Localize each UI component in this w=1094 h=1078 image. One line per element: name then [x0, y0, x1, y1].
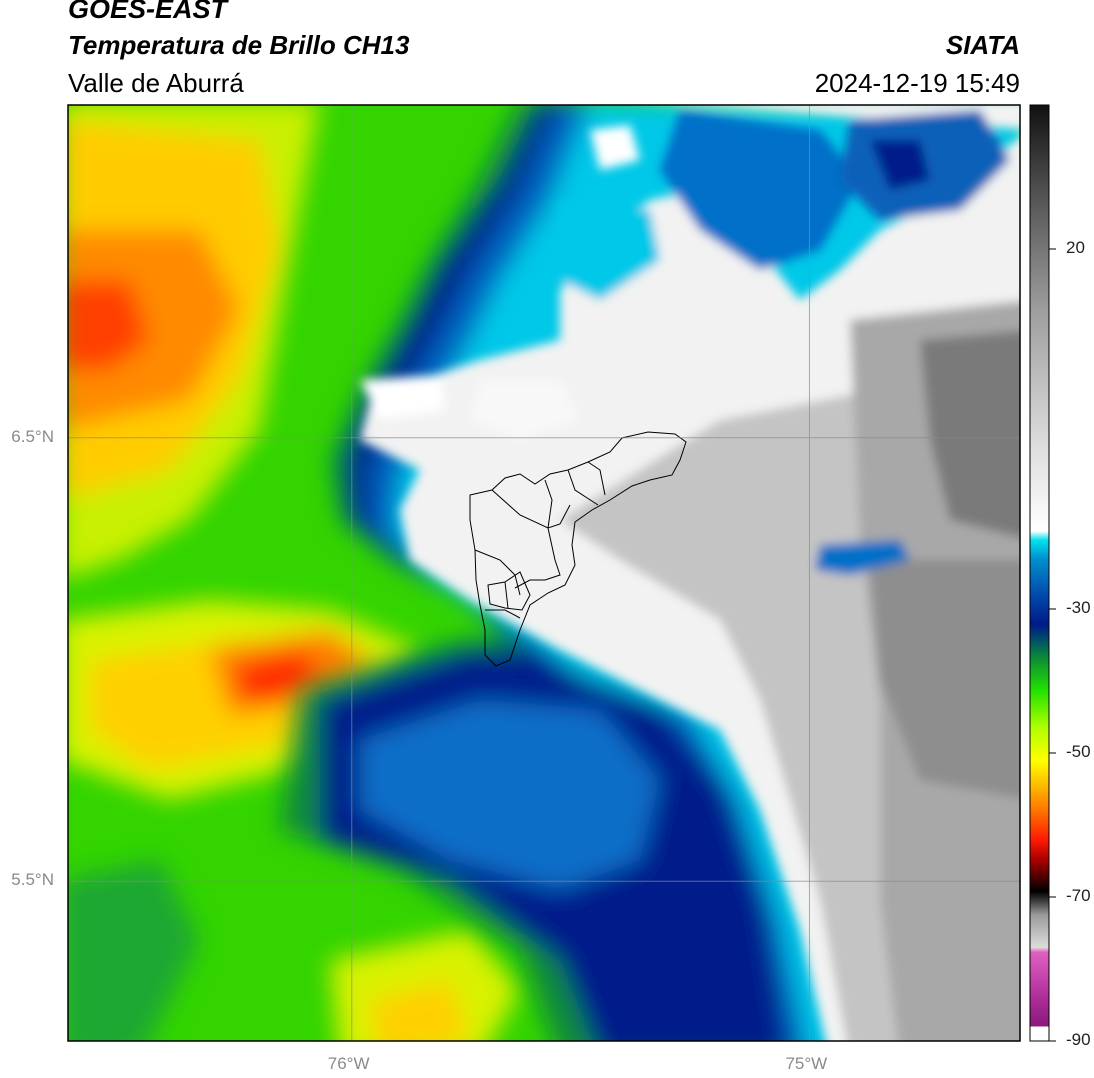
organization-label: SIATA: [945, 30, 1020, 60]
temperature-field: [68, 105, 1020, 1041]
colorbar-ticks: [1049, 248, 1056, 1042]
region-label: Valle de Aburrá: [68, 68, 244, 98]
longitude-label: 75°W: [785, 1054, 828, 1073]
map-frame: [67, 104, 1021, 1042]
colorbar-tick-label: 20: [1066, 238, 1085, 257]
latitude-label: 5.5°N: [11, 870, 54, 890]
colorbar-tick-label: -70: [1066, 886, 1091, 905]
colorbar-tick-label: -30: [1066, 598, 1091, 617]
municipality-boundaries: [469, 431, 687, 667]
colorbar-tick-label: -90: [1066, 1030, 1091, 1049]
graticule: [68, 105, 1020, 1041]
product-title: Temperatura de Brillo CH13: [68, 30, 410, 60]
colorbar-tick-label: -50: [1066, 742, 1091, 761]
longitude-label: 76°W: [327, 1054, 370, 1073]
colorbar: [1029, 104, 1050, 1042]
satellite-title: GOES-EAST: [68, 0, 228, 24]
datetime-label: 2024-12-19 15:49: [814, 68, 1020, 98]
latitude-label: 6.5°N: [11, 426, 54, 446]
